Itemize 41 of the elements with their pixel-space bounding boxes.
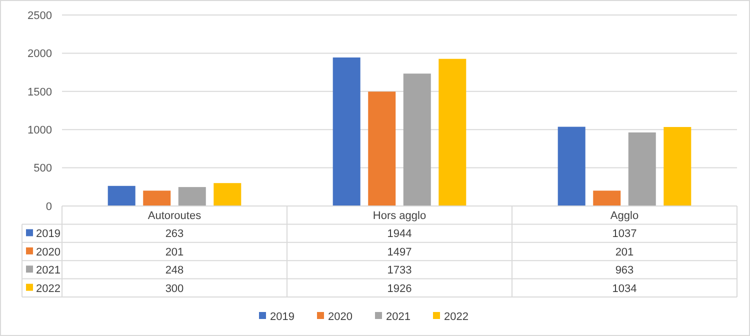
data-label: 248 [165,264,184,277]
text: 2020 [328,310,352,323]
y-tick-label: 2000 [28,48,52,60]
y-tick-label: 0 [46,200,52,213]
data-label: 1926 [387,282,412,295]
data-label: 1037 [612,228,637,240]
bar [332,57,360,206]
bar [558,126,586,206]
bar [143,190,171,206]
data-label: 201 [615,246,634,258]
x-tick-label: Hors agglo [372,210,426,222]
bar [664,127,692,206]
y-tick-label: 500 [34,162,52,175]
data-label: 300 [165,282,184,295]
bar [403,74,431,206]
bar [214,183,242,206]
bar [178,187,206,206]
x-tick-label: Autoroutes [148,210,202,222]
text: 2022 [36,282,60,295]
y-tick-label: 1000 [28,124,52,136]
data-label: 1733 [387,264,412,277]
bar [628,132,656,206]
y-tick-label: 1500 [28,86,52,98]
legend-label: 2020 [36,246,60,258]
x-tick-label: Agglo [610,210,639,222]
text: 2021 [36,264,60,277]
data-label: 201 [165,246,184,258]
bar [438,58,466,206]
data-label: 263 [165,228,184,240]
legend-label: 2021 [386,310,410,323]
bar [593,190,621,206]
y-tick-label: 2500 [28,10,52,22]
data-label: 963 [615,264,634,277]
legend-label: 2019 [36,228,60,240]
data-label: 1034 [612,282,637,295]
bar [108,186,136,206]
bar [368,92,396,206]
legend-label: 2022 [444,310,468,323]
data-label: 1497 [387,246,412,258]
text: 2019 [270,310,294,323]
data-label: 1944 [387,228,412,240]
